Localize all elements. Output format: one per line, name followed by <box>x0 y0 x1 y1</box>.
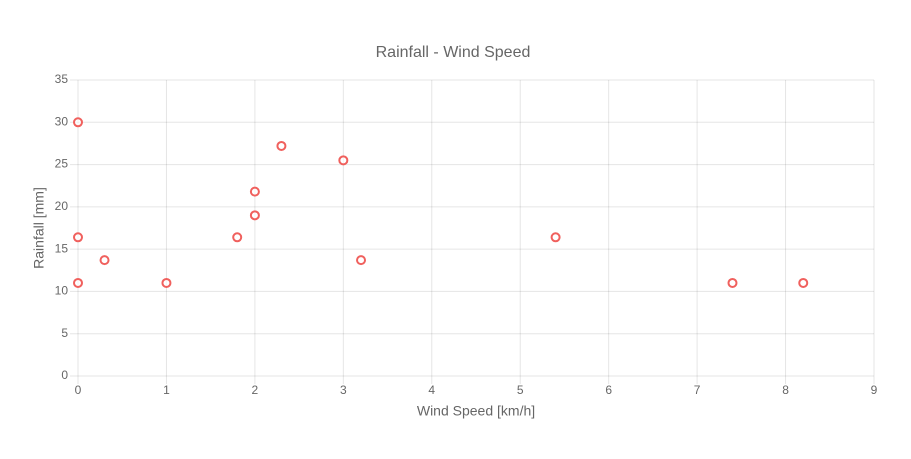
x-tick-label: 6 <box>605 383 612 397</box>
x-tick-label: 2 <box>252 383 259 397</box>
point <box>338 155 349 166</box>
x-axis-title: Wind Speed [km/h] <box>417 403 535 419</box>
point <box>249 210 260 221</box>
x-tick-label: 3 <box>340 383 347 397</box>
chart-title: Rainfall - Wind Speed <box>376 44 531 61</box>
point <box>550 232 561 243</box>
y-tick-label: 35 <box>55 72 69 86</box>
point <box>249 186 260 197</box>
point <box>356 255 367 266</box>
y-axis-title: Rainfall [mm] <box>31 187 47 269</box>
y-tick-label: 20 <box>55 199 69 213</box>
point <box>276 140 287 151</box>
y-tick-label: 25 <box>55 157 69 171</box>
x-tick-label: 4 <box>428 383 435 397</box>
x-tick-label: 7 <box>694 383 701 397</box>
y-tick-label: 30 <box>55 114 69 128</box>
x-tick-label: 9 <box>871 383 878 397</box>
x-tick-label: 8 <box>782 383 789 397</box>
point <box>727 277 738 288</box>
point <box>73 117 83 128</box>
point <box>161 277 172 288</box>
point <box>73 232 83 243</box>
point <box>99 255 110 266</box>
y-tick-label: 15 <box>55 241 69 255</box>
point <box>73 277 83 288</box>
y-tick-label: 0 <box>61 368 68 382</box>
point <box>798 277 809 288</box>
x-tick-label: 1 <box>163 383 170 397</box>
y-tick-label: 10 <box>55 284 69 298</box>
point <box>232 232 243 243</box>
x-tick-label: 5 <box>517 383 524 397</box>
x-tick-label: 0 <box>75 383 82 397</box>
y-tick-label: 5 <box>61 326 68 340</box>
